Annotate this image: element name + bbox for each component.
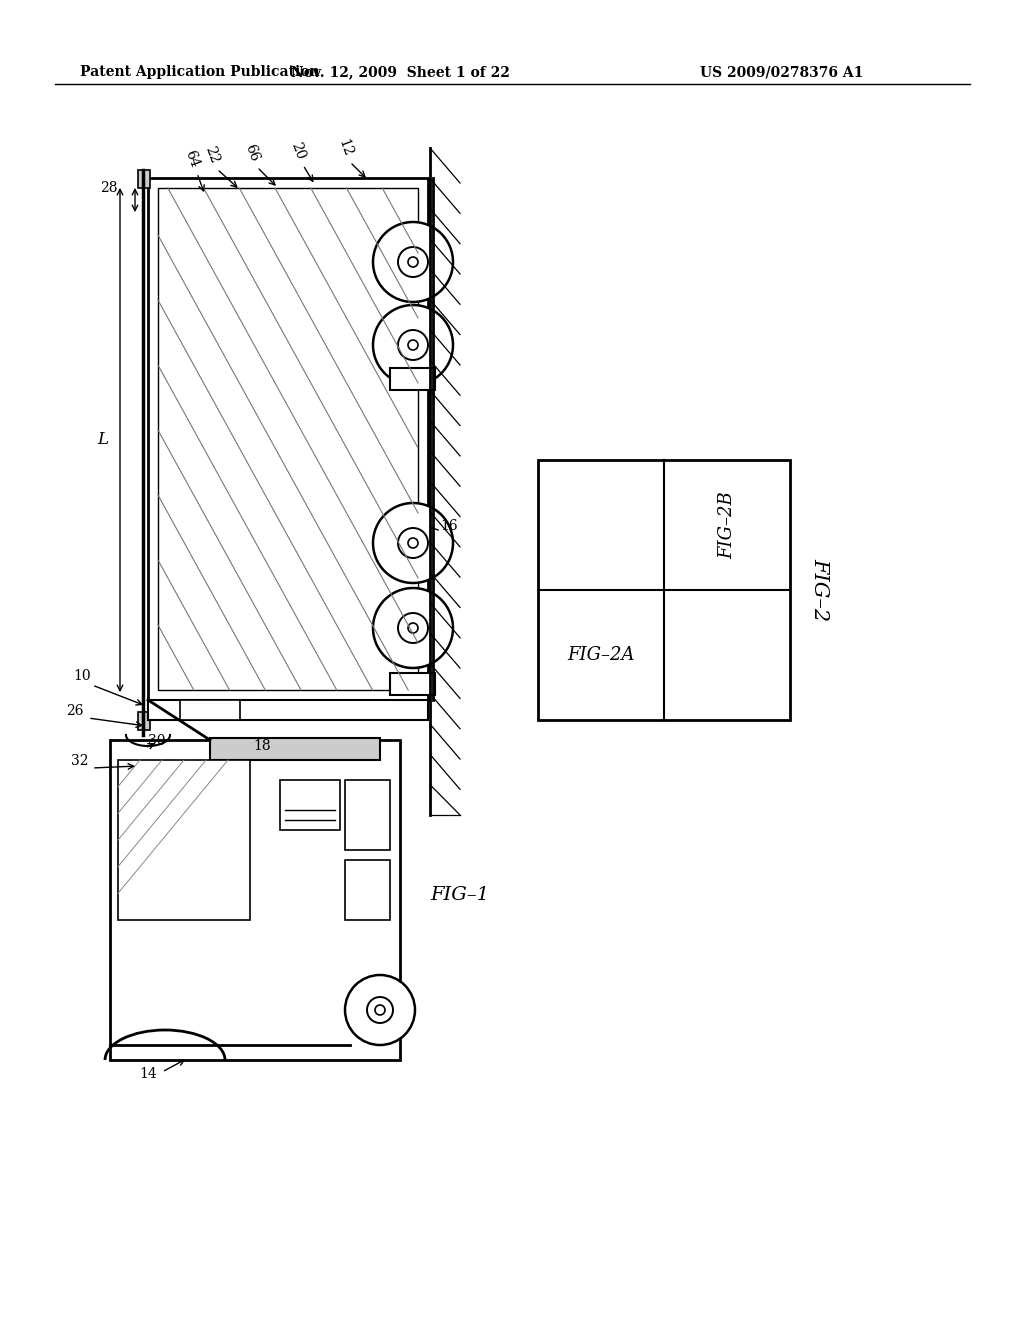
Bar xyxy=(158,187,418,690)
Circle shape xyxy=(408,341,418,350)
Circle shape xyxy=(367,997,393,1023)
Text: Nov. 12, 2009  Sheet 1 of 22: Nov. 12, 2009 Sheet 1 of 22 xyxy=(291,65,509,79)
Text: FIG–2A: FIG–2A xyxy=(567,645,635,664)
Text: 16: 16 xyxy=(440,519,458,533)
Circle shape xyxy=(398,330,428,360)
Circle shape xyxy=(373,587,453,668)
Bar xyxy=(345,861,390,920)
Text: 28: 28 xyxy=(100,181,118,195)
Text: 10: 10 xyxy=(73,669,91,682)
Circle shape xyxy=(398,528,428,558)
Bar xyxy=(148,178,428,700)
Circle shape xyxy=(408,623,418,634)
Bar xyxy=(280,780,340,830)
Circle shape xyxy=(373,222,453,302)
Bar xyxy=(345,780,390,850)
Text: 14: 14 xyxy=(139,1067,157,1081)
Bar xyxy=(148,700,428,719)
Text: L: L xyxy=(97,432,109,449)
Text: 30: 30 xyxy=(148,734,166,748)
Circle shape xyxy=(398,612,428,643)
Text: Patent Application Publication: Patent Application Publication xyxy=(80,65,319,79)
Bar xyxy=(390,368,435,389)
Circle shape xyxy=(345,975,415,1045)
Bar xyxy=(538,459,790,719)
Bar xyxy=(180,700,240,719)
Text: 18: 18 xyxy=(253,739,270,752)
Bar xyxy=(390,673,435,696)
Text: 20: 20 xyxy=(289,140,307,161)
Text: 26: 26 xyxy=(67,704,84,718)
Text: FIG–2B: FIG–2B xyxy=(718,491,736,558)
Text: 12: 12 xyxy=(336,137,354,158)
Bar xyxy=(110,741,400,1060)
Circle shape xyxy=(375,1005,385,1015)
Text: 22: 22 xyxy=(203,144,221,165)
Text: 32: 32 xyxy=(72,754,89,768)
Bar xyxy=(138,170,150,187)
Bar xyxy=(118,760,250,920)
Bar xyxy=(210,738,380,760)
Circle shape xyxy=(398,247,428,277)
Bar xyxy=(138,711,150,730)
Text: FIG–2: FIG–2 xyxy=(811,558,829,622)
Text: FIG–1: FIG–1 xyxy=(430,886,489,904)
Circle shape xyxy=(408,257,418,267)
Text: 66: 66 xyxy=(243,143,261,164)
Text: 64: 64 xyxy=(182,148,202,169)
Circle shape xyxy=(373,503,453,583)
Circle shape xyxy=(373,305,453,385)
Circle shape xyxy=(408,539,418,548)
Text: US 2009/0278376 A1: US 2009/0278376 A1 xyxy=(700,65,863,79)
